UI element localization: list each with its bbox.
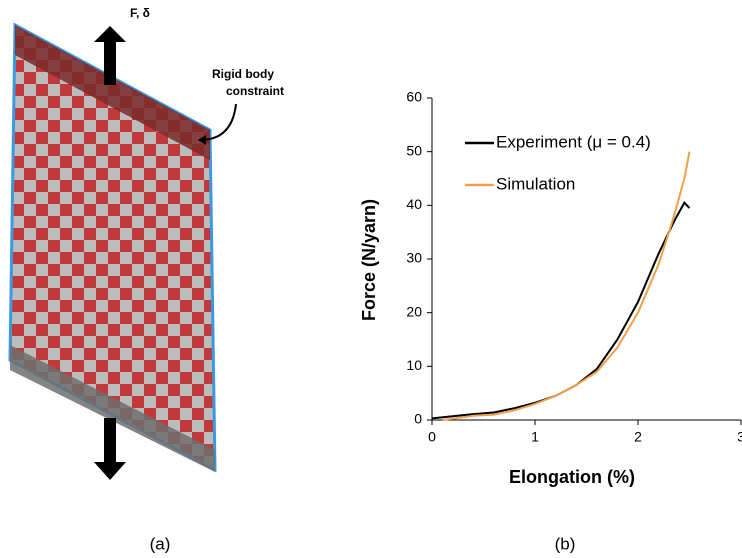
x-tick-label: 3: [737, 429, 742, 445]
y-tick-label: 60: [406, 89, 422, 105]
force-label: F, δ: [130, 6, 150, 20]
y-axis-label: Force (N/yarn): [359, 199, 379, 321]
x-tick-label: 0: [428, 429, 436, 445]
y-tick-label: 0: [414, 411, 422, 427]
legend-label: Experiment (μ = 0.4): [496, 132, 651, 151]
panel-label: (a): [150, 534, 171, 553]
x-tick-label: 2: [634, 429, 642, 445]
constraint-label: Rigid body: [212, 67, 274, 81]
x-axis-label: Elongation (%): [509, 467, 635, 487]
x-tick-label: 1: [531, 429, 539, 445]
figure: F, δ Rigid body constraint (a) (b) Elong…: [0, 0, 742, 558]
series-line: [432, 203, 690, 419]
page: {"panel_labels": ["(a)", "(b)"], "annota…: [0, 0, 742, 558]
y-tick-label: 10: [406, 357, 422, 373]
y-tick-label: 40: [406, 196, 422, 212]
panel-label: (b): [555, 534, 576, 553]
y-tick-label: 30: [406, 250, 422, 266]
fabric-image: [10, 25, 236, 480]
y-tick-label: 50: [406, 142, 422, 158]
arrow-down: [94, 418, 126, 480]
legend-label: Simulation: [496, 174, 575, 193]
y-tick-label: 20: [406, 303, 422, 319]
constraint-label: constraint: [226, 84, 284, 98]
